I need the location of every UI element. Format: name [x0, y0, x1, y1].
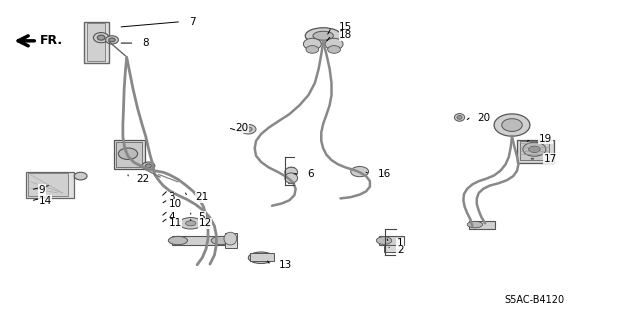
Bar	[84, 22, 109, 63]
Ellipse shape	[179, 218, 202, 229]
Ellipse shape	[313, 31, 333, 40]
Text: 13: 13	[278, 260, 292, 271]
Ellipse shape	[145, 164, 152, 168]
Ellipse shape	[248, 252, 274, 263]
Ellipse shape	[106, 36, 118, 44]
Ellipse shape	[523, 142, 546, 156]
Bar	[172, 236, 226, 245]
Ellipse shape	[306, 46, 319, 53]
Text: 10: 10	[168, 199, 182, 209]
Bar	[114, 140, 145, 169]
Ellipse shape	[529, 146, 540, 152]
Ellipse shape	[241, 124, 256, 134]
Text: 15: 15	[339, 22, 353, 32]
Text: 1: 1	[397, 238, 403, 248]
Text: 22: 22	[136, 174, 150, 184]
Ellipse shape	[467, 221, 483, 228]
Text: 8: 8	[142, 38, 148, 48]
Ellipse shape	[118, 148, 138, 160]
Text: 2: 2	[397, 245, 403, 256]
Bar	[116, 142, 142, 167]
Text: 14: 14	[38, 196, 52, 206]
Bar	[87, 23, 105, 61]
Ellipse shape	[376, 237, 392, 244]
Ellipse shape	[285, 167, 298, 177]
Text: 7: 7	[189, 17, 195, 27]
Text: 11: 11	[168, 218, 182, 228]
Text: 20: 20	[236, 122, 249, 133]
Ellipse shape	[168, 236, 188, 245]
Ellipse shape	[255, 255, 268, 260]
Bar	[28, 173, 68, 196]
Text: 16: 16	[378, 169, 391, 179]
Bar	[379, 236, 404, 245]
Bar	[520, 141, 549, 160]
Text: 6: 6	[307, 169, 314, 179]
Ellipse shape	[211, 236, 230, 245]
Ellipse shape	[351, 167, 369, 177]
Ellipse shape	[109, 38, 115, 42]
Text: 4: 4	[168, 212, 175, 222]
Text: S5AC-B4120: S5AC-B4120	[504, 295, 564, 305]
Ellipse shape	[303, 38, 321, 50]
Text: 9: 9	[38, 185, 45, 195]
Text: 18: 18	[339, 30, 353, 40]
Text: 21: 21	[195, 192, 209, 202]
Ellipse shape	[224, 232, 237, 245]
Bar	[225, 233, 237, 248]
Ellipse shape	[454, 114, 465, 121]
Text: FR.: FR.	[40, 34, 63, 47]
Ellipse shape	[305, 28, 341, 44]
Ellipse shape	[328, 46, 340, 53]
Ellipse shape	[325, 38, 343, 50]
Ellipse shape	[93, 33, 109, 43]
Text: 12: 12	[198, 218, 212, 228]
Ellipse shape	[97, 35, 105, 40]
Ellipse shape	[457, 115, 462, 119]
Ellipse shape	[142, 162, 155, 170]
Text: 19: 19	[539, 134, 552, 144]
Bar	[384, 245, 400, 252]
Ellipse shape	[186, 221, 196, 226]
Text: 20: 20	[477, 113, 490, 123]
Ellipse shape	[502, 119, 522, 131]
Ellipse shape	[244, 127, 252, 131]
Bar	[517, 140, 554, 163]
Ellipse shape	[285, 173, 298, 183]
Bar	[26, 172, 74, 198]
Ellipse shape	[74, 172, 87, 180]
Text: 3: 3	[168, 192, 175, 202]
Bar	[250, 253, 274, 261]
Bar	[469, 221, 495, 229]
Ellipse shape	[494, 114, 530, 136]
Text: 5: 5	[198, 212, 205, 222]
Text: 17: 17	[544, 154, 557, 164]
